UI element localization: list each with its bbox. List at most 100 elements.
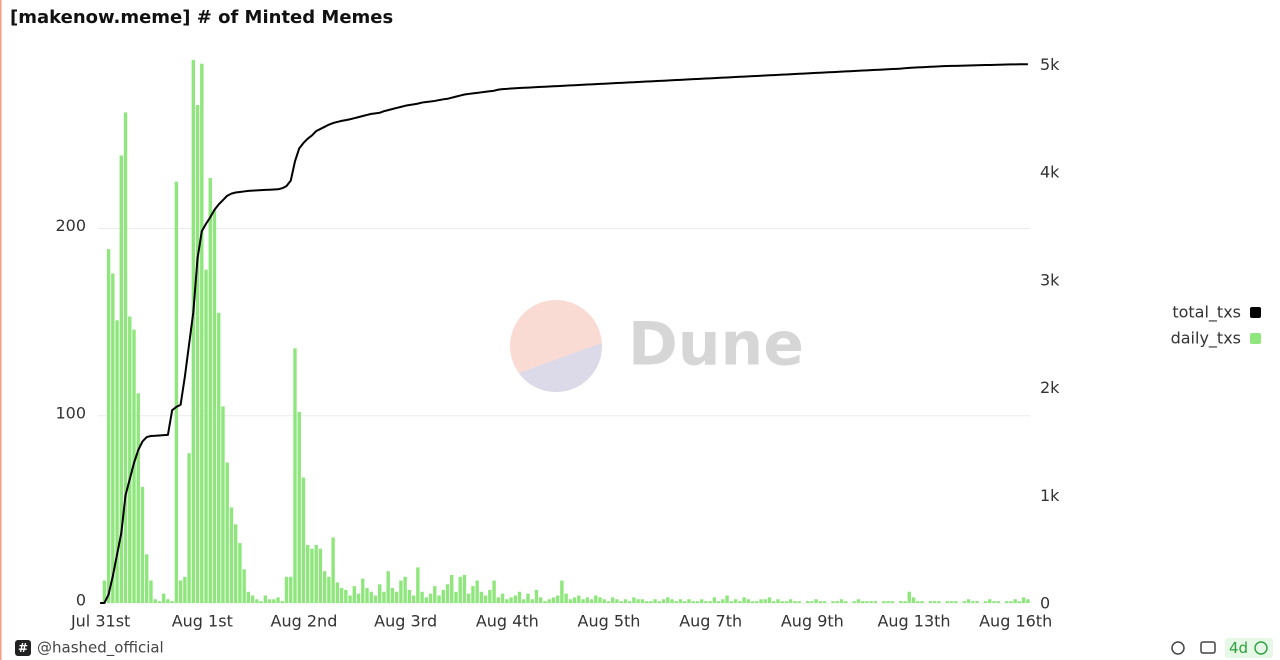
- bar: [420, 591, 424, 603]
- bar: [954, 601, 958, 603]
- bar: [594, 595, 598, 603]
- bar: [543, 601, 547, 603]
- bar: [564, 593, 568, 603]
- bar: [975, 601, 979, 603]
- y-tick-label: 100: [55, 403, 86, 422]
- bar: [810, 601, 814, 603]
- bar: [683, 601, 687, 603]
- bar: [301, 477, 306, 603]
- bar: [742, 597, 746, 603]
- bar: [187, 453, 191, 603]
- bar: [839, 599, 844, 603]
- bar: [310, 548, 314, 603]
- bar: [509, 597, 513, 603]
- bar: [555, 595, 560, 603]
- bar: [488, 589, 492, 603]
- bar: [581, 599, 585, 603]
- bar: [102, 580, 107, 603]
- camera-icon[interactable]: [1200, 641, 1216, 654]
- bar: [805, 601, 810, 603]
- footer: # @hashed_official 4d: [15, 638, 1273, 658]
- badge[interactable]: [1225, 638, 1273, 658]
- bar: [212, 209, 217, 604]
- refresh-icon[interactable]: [1171, 641, 1185, 655]
- bar: [992, 601, 996, 603]
- bar: [568, 599, 573, 603]
- bar: [619, 601, 623, 603]
- bar: [1013, 599, 1017, 603]
- bar: [666, 597, 670, 603]
- bar: [208, 177, 212, 603]
- x-tick-label: Aug 5th: [578, 612, 641, 631]
- bar: [674, 601, 678, 603]
- bar: [623, 599, 628, 603]
- legend-swatch: [1250, 333, 1261, 344]
- bar: [721, 599, 725, 603]
- bar: [458, 576, 462, 603]
- x-tick-label: Aug 4th: [476, 612, 539, 631]
- bar: [793, 601, 797, 603]
- bar: [598, 597, 602, 603]
- bar: [716, 601, 721, 603]
- bar: [191, 60, 196, 603]
- bar: [200, 63, 204, 604]
- bar: [907, 591, 911, 603]
- bar: [297, 412, 301, 603]
- bar: [170, 601, 174, 603]
- bar: [153, 599, 157, 603]
- y2-tick-label: 1k: [1040, 486, 1060, 505]
- bar: [450, 574, 454, 603]
- bar: [602, 599, 606, 603]
- bar: [306, 544, 310, 603]
- bar: [632, 597, 636, 603]
- bar: [733, 599, 738, 603]
- legend-label: daily_txs: [1171, 329, 1241, 349]
- bar: [678, 599, 683, 603]
- bar: [454, 591, 458, 603]
- bar: [314, 544, 318, 603]
- x-tick-label: Aug 3rd: [374, 612, 437, 631]
- bar: [882, 601, 886, 603]
- x-tick-label: Aug 9th: [781, 612, 844, 631]
- bar: [577, 595, 581, 603]
- x-tick-label: Aug 1st: [172, 612, 233, 631]
- bar: [814, 599, 818, 603]
- bar: [903, 601, 907, 603]
- bar: [788, 599, 793, 603]
- legend-swatch: [1250, 307, 1261, 318]
- bar: [873, 601, 878, 603]
- bar: [539, 597, 543, 603]
- bar: [640, 599, 645, 603]
- bar: [111, 273, 115, 603]
- bar: [250, 595, 255, 603]
- bar: [776, 599, 780, 603]
- bar: [920, 601, 924, 603]
- bar: [276, 597, 280, 603]
- bar: [937, 601, 941, 603]
- bar: [983, 601, 988, 603]
- bar: [869, 601, 873, 603]
- bar: [835, 601, 839, 603]
- bar: [441, 589, 445, 603]
- x-tick-label: Aug 16th: [979, 612, 1052, 631]
- bar: [166, 599, 170, 603]
- bar: [928, 601, 933, 603]
- bar: [238, 543, 242, 603]
- bar: [471, 586, 475, 603]
- bar: [725, 595, 729, 603]
- bar: [399, 580, 403, 603]
- bar: [852, 601, 856, 603]
- bar: [293, 348, 297, 603]
- bar: [500, 593, 505, 603]
- bar: [361, 578, 365, 603]
- bar: [115, 320, 119, 603]
- bar: [517, 591, 522, 603]
- bar: [606, 601, 611, 603]
- y-tick-label: 0: [76, 591, 86, 610]
- legend-label: total_txs: [1172, 303, 1241, 323]
- bar: [522, 599, 526, 603]
- bar: [670, 599, 674, 603]
- author: @hashed_official: [37, 639, 164, 658]
- bar: [390, 588, 395, 603]
